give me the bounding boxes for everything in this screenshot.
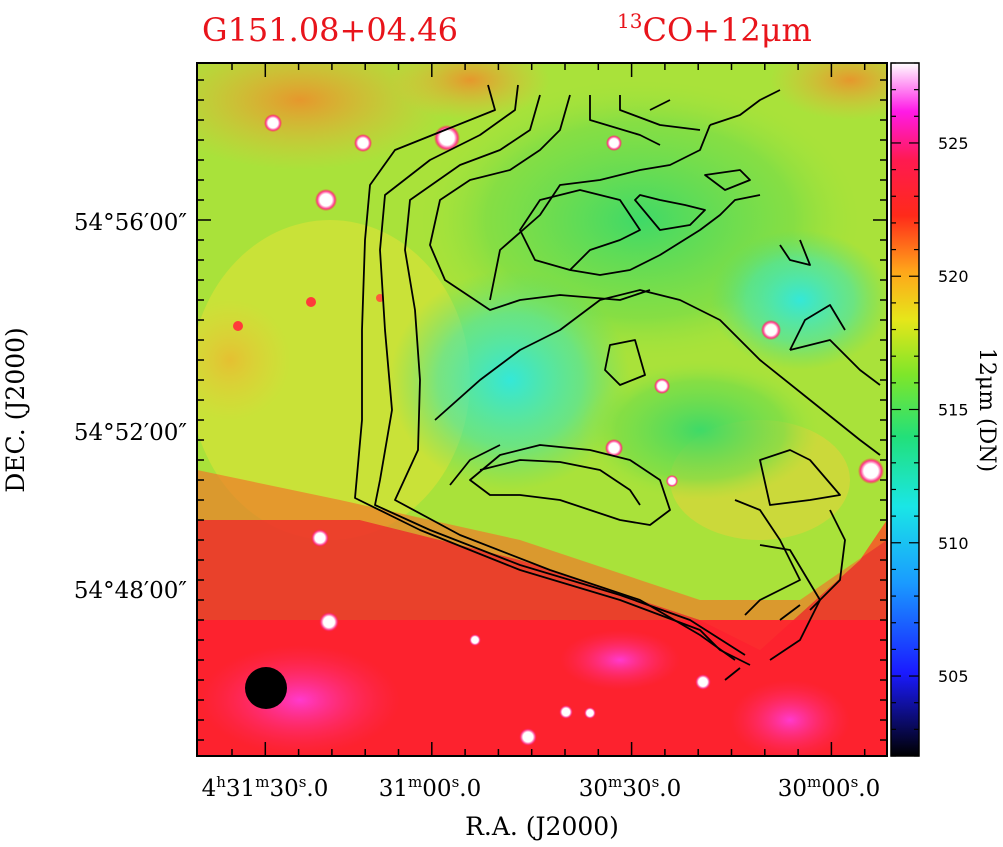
dec-tick-label: 54°56′00″ bbox=[74, 210, 188, 236]
colorbar-tick-label: 505 bbox=[938, 667, 969, 686]
title-tracer-text: CO+12μm bbox=[642, 11, 811, 49]
dec-tick-labels: 54°56′00″ 54°52′00″ 54°48′00″ bbox=[74, 210, 188, 604]
axis-ticks bbox=[197, 63, 887, 756]
ra-tick-label: 31m00s.0 bbox=[379, 773, 481, 802]
colorbar-label: 12μm (DN) bbox=[974, 348, 999, 472]
title-tracer-superscript: 13 bbox=[617, 9, 642, 33]
colorbar-ticks: 525 520 515 510 505 bbox=[891, 62, 969, 757]
x-axis-label: R.A. (J2000) bbox=[465, 812, 619, 841]
ra-tick-label: 30m00s.0 bbox=[778, 773, 880, 802]
ra-tick-labels: 4h31m30s.0 31m00s.0 30m30s.0 30m00s.0 bbox=[202, 773, 881, 802]
title-tracer: 13CO+12μm bbox=[617, 9, 812, 49]
y-axis-label: DEC. (J2000) bbox=[1, 327, 30, 493]
image-panel bbox=[197, 63, 887, 756]
ra-tick-label: 4h31m30s.0 bbox=[202, 773, 329, 802]
dec-tick-label: 54°48′00″ bbox=[74, 578, 188, 604]
title-source: G151.08+04.46 bbox=[202, 11, 458, 49]
colorbar-tick-label: 510 bbox=[938, 534, 969, 553]
image-frame bbox=[196, 62, 888, 757]
stars bbox=[233, 114, 884, 746]
colorbar-tick-label: 525 bbox=[938, 134, 969, 153]
ra-tick-label: 30m30s.0 bbox=[579, 773, 681, 802]
colorbar-tick-label: 515 bbox=[938, 401, 969, 420]
colorbar-tick-label: 520 bbox=[938, 267, 969, 286]
co-contours bbox=[354, 84, 881, 681]
dec-tick-label: 54°52′00″ bbox=[74, 420, 188, 446]
beam-marker bbox=[245, 667, 287, 709]
